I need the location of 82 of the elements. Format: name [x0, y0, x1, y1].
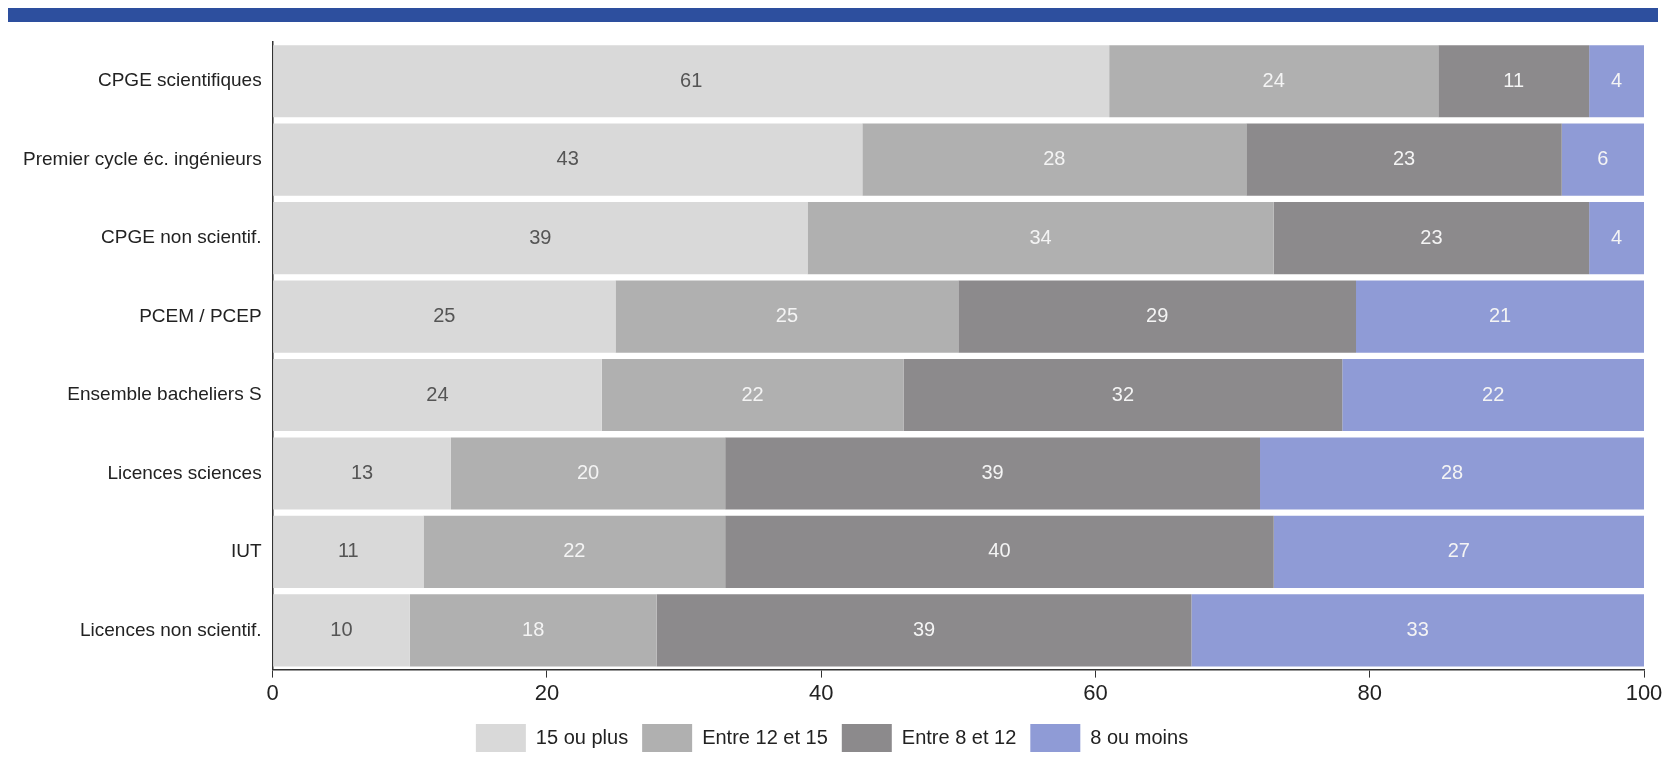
data-label: 11: [1503, 68, 1525, 91]
bar: [1589, 45, 1644, 118]
bar: [958, 280, 1357, 353]
data-label: 24: [426, 382, 449, 405]
data-label: 23: [1392, 147, 1416, 170]
data-label: 24: [1262, 68, 1285, 91]
data-label: 39: [529, 225, 552, 248]
x-tick-label: 20: [534, 679, 560, 705]
x-tick-label: 0: [266, 679, 279, 705]
data-label: 28: [1440, 460, 1464, 483]
y-tick-label: PCEM / PCEP: [139, 304, 262, 326]
bar: [1438, 45, 1590, 118]
legend-label: 8 ou moins: [1090, 725, 1189, 748]
x-tick-label: 100: [1625, 679, 1663, 705]
data-label: 39: [912, 617, 936, 640]
data-label: 32: [1111, 382, 1135, 405]
data-label: 18: [522, 617, 545, 640]
data-label: 4: [1611, 225, 1623, 248]
legend-label: Entre 12 et 15: [702, 725, 828, 748]
bar: [1273, 202, 1590, 275]
data-label: 29: [1146, 304, 1169, 327]
legend-label: 15 ou plus: [535, 725, 629, 748]
data-label: 34: [1029, 225, 1052, 248]
bar: [1260, 437, 1644, 510]
data-label: 43: [556, 147, 579, 170]
data-label: 33: [1406, 617, 1429, 640]
bar: [615, 280, 959, 353]
data-label: 28: [1043, 147, 1066, 170]
bar: [273, 594, 410, 667]
bar: [423, 515, 726, 589]
data-label: 13: [350, 460, 374, 483]
data-label: 4: [1611, 68, 1623, 91]
bar: [1589, 202, 1644, 275]
data-label: 21: [1488, 304, 1512, 327]
bar: [273, 280, 616, 353]
data-label: 22: [741, 382, 764, 405]
data-label: 39: [981, 460, 1004, 483]
x-tick-label: 80: [1357, 679, 1382, 705]
data-label: 20: [576, 460, 600, 483]
y-tick-label: CPGE non scientif.: [101, 226, 262, 248]
y-tick-label: IUT: [231, 540, 263, 562]
bar: [273, 515, 424, 589]
bar: [807, 202, 1274, 275]
data-label: 22: [563, 539, 586, 562]
bar: [409, 594, 657, 667]
data-label: 23: [1420, 225, 1443, 248]
y-tick-label: Premier cycle éc. ingénieurs: [22, 147, 262, 169]
y-tick-label: Licences non scientif.: [79, 618, 262, 640]
bar: [273, 437, 451, 510]
bar: [656, 594, 1192, 667]
y-tick-label: Licences sciences: [107, 461, 262, 483]
bar: [725, 437, 1261, 510]
x-tick-label: 40: [808, 679, 834, 705]
bar: [601, 358, 904, 432]
bar: [273, 202, 808, 275]
data-label: 27: [1447, 539, 1470, 562]
bar: [273, 358, 602, 432]
data-label: 25: [433, 304, 456, 327]
y-tick-label: Ensemble bacheliers S: [67, 383, 262, 405]
data-label: 10: [330, 617, 353, 640]
data-label: 25: [775, 304, 799, 327]
data-label: 61: [680, 68, 703, 91]
legend-label: Entre 8 et 12: [901, 725, 1017, 748]
bar: [1109, 45, 1439, 118]
data-label: 40: [988, 539, 1011, 562]
bar: [1191, 594, 1644, 667]
data-label: 11: [337, 539, 359, 562]
bar: [862, 123, 1247, 196]
data-label: 6: [1597, 147, 1609, 170]
y-tick-label: CPGE scientifiques: [97, 69, 262, 91]
data-label: 22: [1482, 382, 1505, 405]
bar: [1246, 123, 1562, 196]
x-tick-label: 60: [1083, 679, 1108, 705]
bar: [1342, 358, 1644, 432]
bar: [725, 515, 1274, 589]
bar: [273, 45, 1110, 118]
bar: [903, 358, 1343, 432]
bar: [1273, 515, 1644, 589]
bar: [273, 123, 863, 196]
bar: [450, 437, 726, 510]
bar: [1356, 280, 1644, 353]
bar: [1561, 123, 1644, 196]
